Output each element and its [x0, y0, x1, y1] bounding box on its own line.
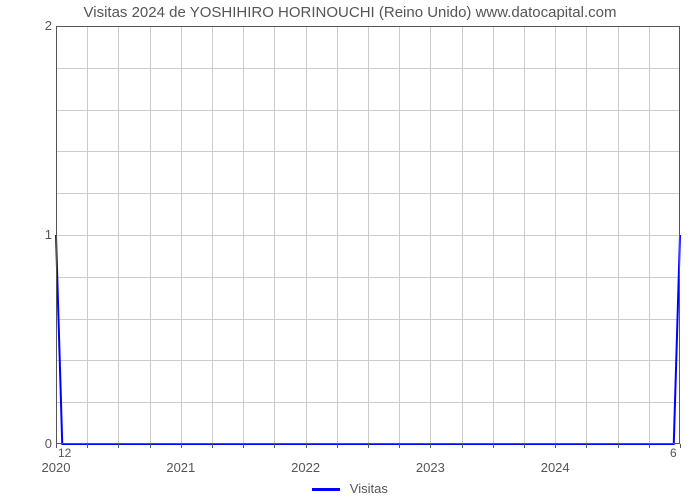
- legend: Visitas: [0, 481, 700, 496]
- chart-title: Visitas 2024 de YOSHIHIRO HORINOUCHI (Re…: [0, 4, 700, 21]
- legend-label: Visitas: [350, 481, 388, 496]
- legend-swatch: [312, 488, 340, 491]
- x-tick-label: 2020: [42, 460, 71, 475]
- plot-area: [56, 26, 680, 444]
- chart-container: Visitas 2024 de YOSHIHIRO HORINOUCHI (Re…: [0, 0, 700, 500]
- plot-border: [56, 26, 680, 444]
- x-tick-label: 2023: [416, 460, 445, 475]
- y-tick-label: 1: [12, 227, 52, 242]
- x-tick-label: 2022: [291, 460, 320, 475]
- x-tick-label: 2021: [166, 460, 195, 475]
- y-tick-label: 0: [12, 436, 52, 451]
- y-tick-label: 2: [12, 18, 52, 33]
- side-label-left: 12: [58, 446, 71, 460]
- x-tick-label: 2024: [541, 460, 570, 475]
- side-label-right: 6: [670, 446, 677, 460]
